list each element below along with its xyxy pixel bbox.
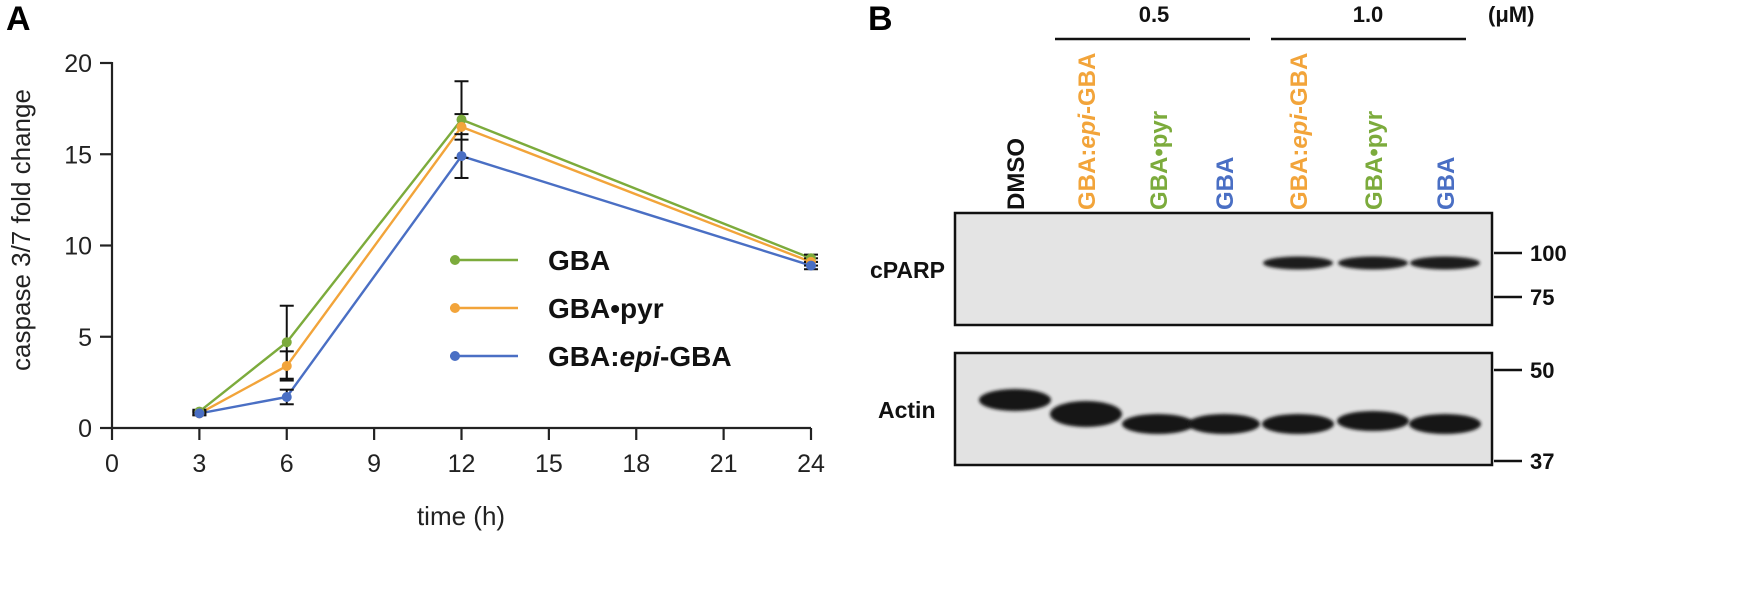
text-part: -GBA	[1074, 53, 1101, 114]
y-tick-label: 20	[64, 50, 92, 78]
data-point	[194, 408, 205, 419]
text-part: DMSO	[1003, 138, 1030, 210]
bands-cparp	[1263, 256, 1480, 270]
series-line	[198, 118, 812, 413]
legend-label: GBA:epi-GBA	[548, 341, 732, 372]
series-3-points	[194, 151, 816, 419]
conc-unit: (μM)	[1488, 2, 1534, 27]
cparp-band	[1338, 256, 1408, 270]
x-tick-label: 24	[797, 450, 825, 478]
text-part: GBA:	[1286, 149, 1313, 210]
data-point	[281, 360, 292, 371]
blot-cparp	[953, 211, 1494, 327]
blot-cparp-frame	[953, 211, 1494, 327]
cparp-band	[1410, 256, 1480, 270]
legend-swatch-point	[450, 351, 460, 361]
data-point	[456, 114, 467, 125]
actin-band	[1337, 411, 1409, 431]
y-ticks: 0 5 10 15 20	[64, 50, 112, 443]
series-line	[198, 125, 812, 415]
lane-label-3: GBA•pyr	[1146, 111, 1173, 210]
lane-label-5: GBA:epi-GBA	[1286, 53, 1313, 210]
lane-label-6: GBA•pyr	[1361, 111, 1388, 210]
lane-label-4: GBA	[1212, 157, 1239, 210]
x-tick-label: 6	[280, 450, 294, 478]
text-part: GBA	[548, 245, 610, 276]
legend-label: GBA•pyr	[548, 293, 664, 324]
legend: GBA GBA•pyr GBA:epi-GBA	[450, 245, 732, 372]
line-chart: 0 5 10 15 20 0 3 6 9 12 15 18 21 24 caspase 3/7 fold…	[6, 50, 825, 531]
text-part: GBA	[1433, 157, 1460, 210]
actin-band	[1262, 414, 1334, 434]
y-tick-label: 5	[78, 324, 92, 352]
blot-row-label-cparp: cPARP	[870, 257, 945, 283]
text-part: GBA:	[1074, 149, 1101, 210]
series-2	[198, 125, 812, 415]
data-point	[456, 121, 467, 132]
lane-label-2: GBA:epi-GBA	[1074, 53, 1101, 210]
concentration-header: 0.5 1.0 (μM)	[1055, 2, 1534, 41]
text-part: -GBA	[660, 341, 732, 372]
mw-label-50: 50	[1530, 358, 1554, 383]
x-tick-label: 0	[105, 450, 119, 478]
y-tick-label: 10	[64, 233, 92, 261]
mw-label-75: 75	[1530, 285, 1554, 310]
panel-a-letter: A	[6, 0, 31, 38]
actin-band	[1188, 414, 1260, 434]
text-part: GBA•pyr	[1146, 111, 1173, 210]
mw-label-100: 100	[1530, 241, 1567, 266]
actin-band	[1050, 401, 1122, 427]
blot-actin	[953, 351, 1494, 467]
italic-part: epi	[1286, 113, 1313, 149]
bands-actin	[979, 389, 1481, 434]
x-tick-label: 15	[535, 450, 563, 478]
actin-band	[979, 389, 1051, 411]
y-tick-label: 15	[64, 141, 92, 169]
x-ticks: 0 3 6 9 12 15 18 21 24	[105, 428, 825, 478]
series-3	[199, 154, 812, 415]
blot-row-label-actin: Actin	[878, 397, 936, 423]
series-layer	[192, 80, 818, 419]
legend-swatch-point	[450, 303, 460, 313]
mw-label-37: 37	[1530, 449, 1554, 474]
blot-actin-frame	[953, 351, 1494, 467]
data-point	[456, 151, 467, 162]
actin-band	[1409, 414, 1481, 434]
x-tick-label: 21	[710, 450, 738, 478]
text-part: GBA:	[548, 341, 620, 372]
mw-markers: 100 75 50 37	[1494, 241, 1567, 474]
data-point	[281, 391, 292, 402]
panel-b-letter: B	[868, 0, 893, 38]
lane-label-7: GBA	[1433, 157, 1460, 210]
cparp-band	[1263, 256, 1333, 270]
y-axis-title: caspase 3/7 fold change	[6, 89, 36, 371]
text-part: GBA•pyr	[548, 293, 664, 324]
y-tick-label: 0	[78, 415, 92, 443]
lane-label-1: DMSO	[1003, 138, 1030, 210]
x-tick-label: 9	[367, 450, 381, 478]
conc-label-low: 0.5	[1139, 2, 1170, 27]
text-part: GBA•pyr	[1361, 111, 1388, 210]
x-axis-title: time (h)	[417, 501, 505, 531]
actin-band	[1122, 414, 1194, 434]
text-part: GBA	[1212, 157, 1239, 210]
data-point	[806, 260, 816, 271]
series-line	[199, 154, 812, 415]
data-point	[281, 337, 292, 348]
italic-part: epi	[1074, 113, 1101, 149]
legend-swatch-point	[450, 255, 460, 265]
italic-part: epi	[620, 341, 662, 372]
x-tick-label: 3	[192, 450, 206, 478]
legend-label: GBA	[548, 245, 610, 276]
conc-label-high: 1.0	[1353, 2, 1384, 27]
x-tick-label: 18	[622, 450, 650, 478]
series-1	[198, 118, 812, 413]
x-tick-label: 12	[448, 450, 476, 478]
text-part: -GBA	[1286, 53, 1313, 114]
